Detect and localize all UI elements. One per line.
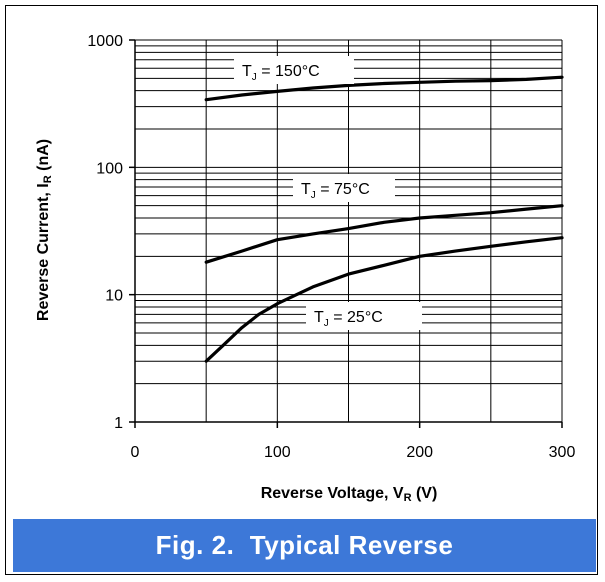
series-line-0 [204,75,564,102]
y-tick-label: 10 [105,288,123,305]
figure-caption: Fig. 2. Typical Reverse [13,519,596,572]
y-tick-label: 1 [114,415,123,432]
series-lines [204,75,564,363]
series-labels: TJ = 150°C TJ = 75°C TJ = 25°C [234,56,422,330]
y-axis-label: Reverse Current, IR (nA) [35,139,54,321]
x-tick-label: 100 [264,444,291,461]
grid-lines [135,39,563,422]
x-tick-label: 200 [406,444,433,461]
x-tick-label: 0 [131,444,140,461]
series-line-2 [204,236,564,363]
series-label-box [306,302,422,330]
figure-frame [5,5,598,575]
series-label: TJ = 75°C [301,181,370,201]
series-line-1 [204,204,564,264]
x-axis-label: Reverse Voltage, VR (V) [261,485,438,504]
y-tick-label: 1000 [87,33,123,50]
series-label-box [293,174,395,202]
x-tick-label: 300 [549,444,576,461]
series-label-box [234,56,354,84]
axes [129,39,563,428]
series-label: TJ = 25°C [314,309,383,329]
series-label: TJ = 150°C [242,63,320,83]
y-tick-label: 100 [96,160,123,177]
tick-labels: 0 100 200 300 1 10 100 1000 [87,33,575,461]
